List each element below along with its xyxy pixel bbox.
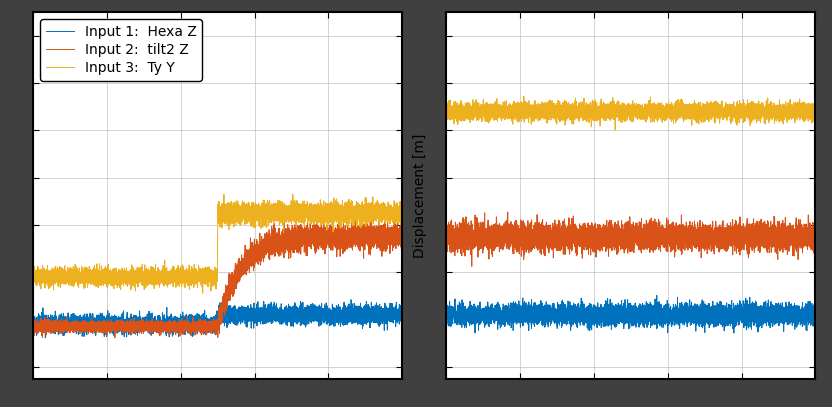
- Input 2:  tilt2 Z: (0.635, -0.308): tilt2 Z: (0.635, -0.308): [263, 248, 273, 253]
- Input 1:  Hexa Z: (0.0328, -0.678): Hexa Z: (0.0328, -0.678): [41, 335, 51, 340]
- Input 1:  Hexa Z: (1, -0.543): Hexa Z: (1, -0.543): [397, 304, 407, 309]
- Input 3:  Ty Y: (0.795, -0.147): Ty Y: (0.795, -0.147): [321, 210, 331, 215]
- Input 3:  Ty Y: (0.704, -0.0706): Ty Y: (0.704, -0.0706): [288, 192, 298, 197]
- Input 2:  tilt2 Z: (0.795, -0.269): tilt2 Z: (0.795, -0.269): [321, 239, 331, 244]
- Input 1:  Hexa Z: (0.861, -0.516): Hexa Z: (0.861, -0.516): [346, 297, 356, 302]
- Input 1:  Hexa Z: (0.795, -0.616): Hexa Z: (0.795, -0.616): [321, 321, 331, 326]
- Line: Input 1:  Hexa Z: Input 1: Hexa Z: [33, 300, 402, 338]
- Line: Input 3:  Ty Y: Input 3: Ty Y: [33, 194, 402, 293]
- Input 2:  tilt2 Z: (0.362, -0.638): tilt2 Z: (0.362, -0.638): [162, 326, 172, 331]
- Input 1:  Hexa Z: (0.741, -0.594): Hexa Z: (0.741, -0.594): [302, 316, 312, 321]
- Text: Displacement [m]: Displacement [m]: [414, 133, 427, 258]
- Input 2:  tilt2 Z: (0.741, -0.302): tilt2 Z: (0.741, -0.302): [302, 247, 312, 252]
- Input 1:  Hexa Z: (0.0504, -0.619): Hexa Z: (0.0504, -0.619): [47, 322, 57, 326]
- Input 3:  Ty Y: (0.592, -0.124): Ty Y: (0.592, -0.124): [246, 205, 256, 210]
- Input 1:  Hexa Z: (0.592, -0.575): Hexa Z: (0.592, -0.575): [246, 311, 256, 316]
- Input 3:  Ty Y: (1, -0.138): Ty Y: (1, -0.138): [397, 208, 407, 213]
- Input 2:  tilt2 Z: (0.221, -0.677): tilt2 Z: (0.221, -0.677): [110, 335, 120, 340]
- Input 3:  Ty Y: (0, -0.404): Ty Y: (0, -0.404): [28, 271, 38, 276]
- Input 2:  tilt2 Z: (0.98, -0.138): tilt2 Z: (0.98, -0.138): [390, 208, 400, 213]
- Input 3:  Ty Y: (0.459, -0.489): Ty Y: (0.459, -0.489): [198, 291, 208, 296]
- Legend: Input 1:  Hexa Z, Input 2:  tilt2 Z, Input 3:  Ty Y: Input 1: Hexa Z, Input 2: tilt2 Z, Input…: [40, 19, 202, 81]
- Line: Input 2:  tilt2 Z: Input 2: tilt2 Z: [33, 210, 402, 338]
- Input 3:  Ty Y: (0.635, -0.123): Ty Y: (0.635, -0.123): [263, 204, 273, 209]
- Input 1:  Hexa Z: (0.362, -0.589): Hexa Z: (0.362, -0.589): [162, 314, 172, 319]
- Input 2:  tilt2 Z: (0.592, -0.342): tilt2 Z: (0.592, -0.342): [246, 256, 256, 261]
- Input 3:  Ty Y: (0.0503, -0.404): Ty Y: (0.0503, -0.404): [47, 271, 57, 276]
- Input 3:  Ty Y: (0.742, -0.12): Ty Y: (0.742, -0.12): [302, 204, 312, 208]
- Input 1:  Hexa Z: (0, -0.611): Hexa Z: (0, -0.611): [28, 319, 38, 324]
- Input 1:  Hexa Z: (0.635, -0.599): Hexa Z: (0.635, -0.599): [263, 317, 273, 322]
- Input 3:  Ty Y: (0.362, -0.396): Ty Y: (0.362, -0.396): [162, 269, 172, 274]
- Input 2:  tilt2 Z: (1, -0.236): tilt2 Z: (1, -0.236): [397, 231, 407, 236]
- Input 2:  tilt2 Z: (0.0503, -0.622): tilt2 Z: (0.0503, -0.622): [47, 322, 57, 327]
- Input 2:  tilt2 Z: (0, -0.63): tilt2 Z: (0, -0.63): [28, 324, 38, 329]
